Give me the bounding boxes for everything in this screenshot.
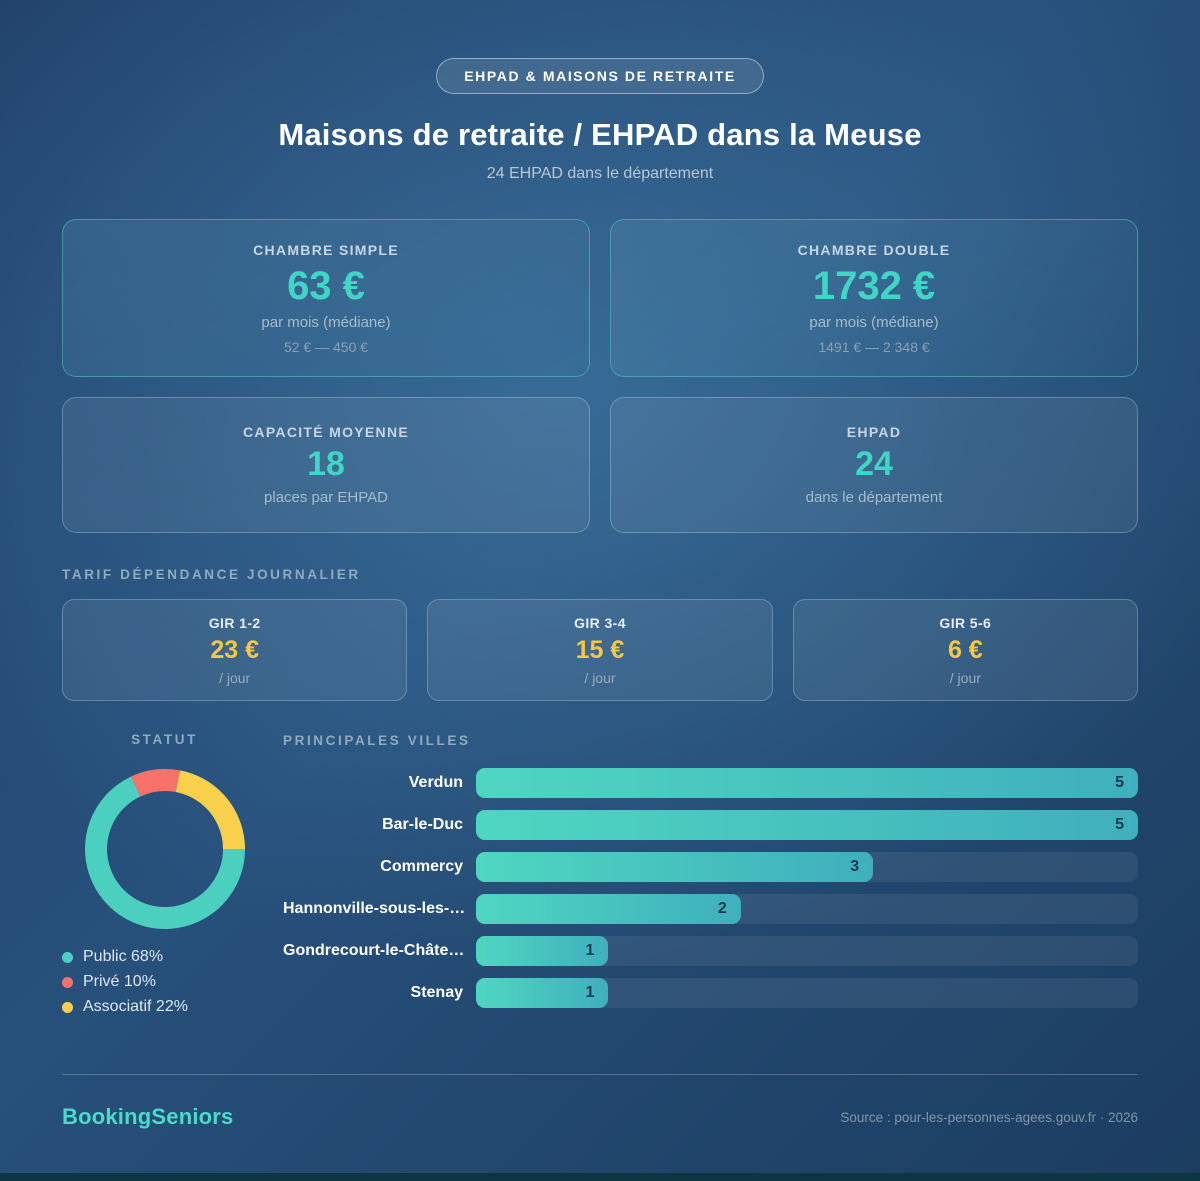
villes-bar-chart: Verdun 5 Bar-le-Duc 5 Commercy 3 xyxy=(283,768,1138,1008)
stat-card-capacite: CAPACITÉ MOYENNE 18 places par EHPAD xyxy=(62,397,590,533)
bar-fill: 5 xyxy=(476,768,1138,798)
statut-section: STATUT Public 68% Privé 10% Associatif 2… xyxy=(62,732,267,1023)
page-subtitle: 24 EHPAD dans le département xyxy=(486,165,714,182)
page-title: Maisons de retraite / EHPAD dans la Meus… xyxy=(278,117,922,152)
statut-section-title: STATUT xyxy=(131,732,198,747)
stat-card-label: CAPACITÉ MOYENNE xyxy=(243,423,409,440)
stat-card-chambre-double: CHAMBRE DOUBLE 1732 € par mois (médiane)… xyxy=(610,219,1138,377)
gir-card-5-6: GIR 5-6 6 € / jour xyxy=(792,599,1138,701)
bar-track: 5 xyxy=(476,768,1138,798)
villes-section-title: PRINCIPALES VILLES xyxy=(283,733,471,748)
stat-card-sub: places par EHPAD xyxy=(264,489,388,507)
legend-item-associatif: Associatif 22% xyxy=(62,998,267,1016)
legend-dot-public-icon xyxy=(62,951,73,963)
bar-label: Stenay xyxy=(410,984,463,1001)
stat-card-value: 1732 € xyxy=(812,263,936,308)
legend-item-public: Public 68% xyxy=(62,948,267,966)
bar-fill: 1 xyxy=(476,978,609,1008)
stat-card-sub: par mois (médiane) xyxy=(809,313,939,331)
gir-unit: / jour xyxy=(949,669,981,686)
source-credit: Source : pour-les-personnes-agees.gouv.f… xyxy=(840,1109,1138,1125)
bar-track: 1 xyxy=(476,978,1138,1008)
bar-fill: 5 xyxy=(476,810,1138,840)
bar-track: 3 xyxy=(476,852,1138,882)
bar-label: Hannonville-sous-les-… xyxy=(283,900,466,917)
bar-fill: 3 xyxy=(476,852,874,882)
bar-label: Bar-le-Duc xyxy=(382,816,463,833)
villes-section: PRINCIPALES VILLES Verdun 5 Bar-le-Duc 5… xyxy=(283,732,1138,1023)
tarif-section-title: TARIF DÉPENDANCE JOURNALIER xyxy=(62,567,361,582)
statut-legend: Public 68% Privé 10% Associatif 22% xyxy=(62,948,267,1016)
stat-card-label: CHAMBRE SIMPLE xyxy=(253,241,399,258)
legend-label: Privé 10% xyxy=(83,973,156,990)
stat-card-range: 52 € — 450 € xyxy=(283,338,369,355)
bar-fill: 1 xyxy=(476,936,609,966)
bar-fill: 2 xyxy=(476,894,741,924)
gir-value: 6 € xyxy=(947,635,983,664)
statut-donut-chart xyxy=(84,769,245,929)
gir-label: GIR 3-4 xyxy=(574,614,626,631)
bar-row-hannonville: Hannonville-sous-les-… 2 xyxy=(283,894,1138,924)
legend-dot-associatif-icon xyxy=(62,1001,73,1013)
stat-card-value: 24 xyxy=(855,444,893,483)
bottom-strip xyxy=(0,1173,1200,1181)
stat-card-sub: par mois (médiane) xyxy=(261,313,391,331)
legend-label: Public 68% xyxy=(83,948,164,965)
stat-card-label: EHPAD xyxy=(846,423,902,440)
bar-label: Verdun xyxy=(408,774,463,791)
stat-card-label: CHAMBRE DOUBLE xyxy=(797,241,951,258)
stat-card-value: 18 xyxy=(307,444,345,483)
gir-card-3-4: GIR 3-4 15 € / jour xyxy=(427,599,773,701)
stat-card-chambre-simple: CHAMBRE SIMPLE 63 € par mois (médiane) 5… xyxy=(62,219,590,377)
stat-card-ehpad-count: EHPAD 24 dans le département xyxy=(610,397,1138,533)
bar-track: 5 xyxy=(476,810,1138,840)
gir-card-1-2: GIR 1-2 23 € / jour xyxy=(62,599,408,701)
bar-row-bar-le-duc: Bar-le-Duc 5 xyxy=(283,810,1138,840)
gir-value: 23 € xyxy=(210,635,259,664)
bar-row-stenay: Stenay 1 xyxy=(283,978,1138,1008)
bar-track: 1 xyxy=(476,936,1138,966)
bar-track: 2 xyxy=(476,894,1138,924)
stat-cards-grid: CHAMBRE SIMPLE 63 € par mois (médiane) 5… xyxy=(62,219,1138,533)
bar-row-gondrecourt: Gondrecourt-le-Châte… 1 xyxy=(283,936,1138,966)
bar-row-verdun: Verdun 5 xyxy=(283,768,1138,798)
stat-card-sub: dans le département xyxy=(805,489,943,507)
category-badge: EHPAD & MAISONS DE RETRAITE xyxy=(436,58,764,94)
bar-row-commercy: Commercy 3 xyxy=(283,852,1138,882)
gir-unit: / jour xyxy=(219,669,251,686)
legend-item-prive: Privé 10% xyxy=(62,973,267,991)
bar-label: Commercy xyxy=(380,858,463,875)
stat-card-value: 63 € xyxy=(287,263,365,308)
legend-dot-prive-icon xyxy=(62,976,73,988)
stat-card-range: 1491 € — 2 348 € xyxy=(818,338,930,355)
gir-label: GIR 1-2 xyxy=(208,614,261,631)
gir-value: 15 € xyxy=(575,635,625,664)
brand-logo: BookingSeniors xyxy=(62,1104,234,1129)
gir-cards-grid: GIR 1-2 23 € / jour GIR 3-4 15 € / jour … xyxy=(62,599,1138,701)
footer: BookingSeniors Source : pour-les-personn… xyxy=(62,1074,1138,1130)
bar-label: Gondrecourt-le-Châte… xyxy=(283,942,465,959)
legend-label: Associatif 22% xyxy=(83,998,188,1015)
gir-label: GIR 5-6 xyxy=(939,614,992,631)
gir-unit: / jour xyxy=(584,669,616,686)
